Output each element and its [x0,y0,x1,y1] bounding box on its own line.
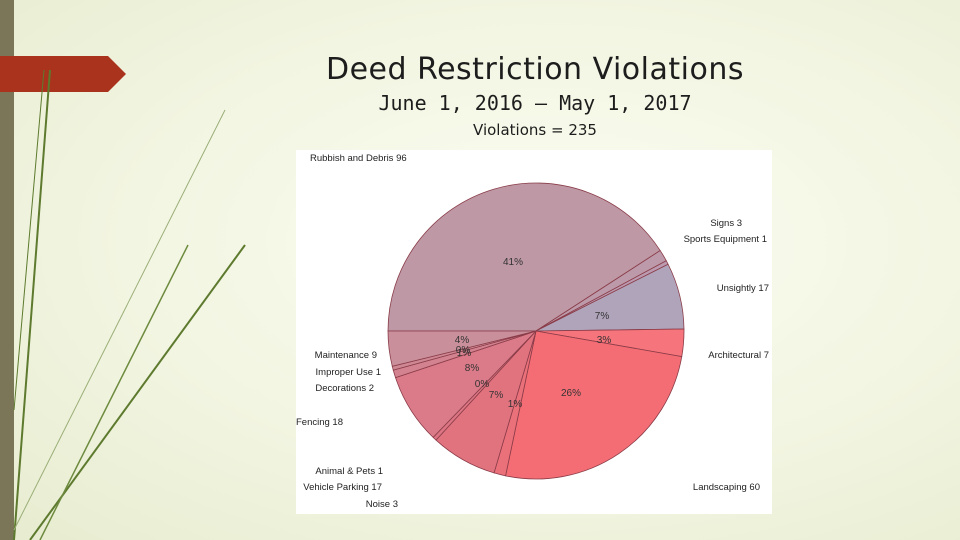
pie-slice [505,330,683,480]
accent-tab [0,56,126,92]
slice-category-label: Decorations 2 [315,383,374,394]
slice-category-label: Architectural 7 [708,350,769,361]
slice-percent-label: 8% [465,363,480,374]
slice-percent-label: 1% [508,399,523,410]
slice-category-label: Fencing 18 [296,417,343,428]
slice-category-label: Sports Equipment 1 [684,234,767,245]
slice-category-label: Rubbish and Debris 96 [310,153,407,164]
slice-percent-label: 1% [457,348,472,359]
slice-category-label: Noise 3 [366,499,398,510]
decorative-lines [13,69,246,540]
violations-total: Violations = 235 [473,121,597,139]
pie-slice [387,182,661,332]
slide-side-bar [0,0,14,540]
slice-category-label: Maintenance 9 [315,350,377,361]
slice-percent-label: 7% [595,311,610,322]
slice-category-label: Vehicle Parking 17 [303,482,382,493]
slice-percent-label: 0% [475,379,490,390]
pie-slice [387,330,537,367]
slice-category-label: Landscaping 60 [693,482,760,493]
slice-percent-label: 7% [489,390,504,401]
slice-percent-label: 3% [597,335,612,346]
slice-percent-label: 26% [561,388,581,399]
slice-percent-label: 41% [503,257,523,268]
slice-percent-label: 0% [456,345,471,356]
slice-category-label: Unsightly 17 [717,283,769,294]
slide-title: Deed Restriction Violations [326,52,744,87]
pie-chart: 41% Rubbish and Debris 96 Signs 3 Sports Eq… [296,150,772,514]
slice-percent-label: 4% [455,335,470,346]
slice-category-label: Improper Use 1 [316,367,381,378]
slide-subtitle: June 1, 2016 – May 1, 2017 [378,91,692,115]
pie-chart-svg: 41% Rubbish and Debris 96 Signs 3 Sports Eq… [296,153,769,510]
slice-category-label: Animal & Pets 1 [315,466,383,477]
slice-category-label: Signs 3 [710,218,742,229]
